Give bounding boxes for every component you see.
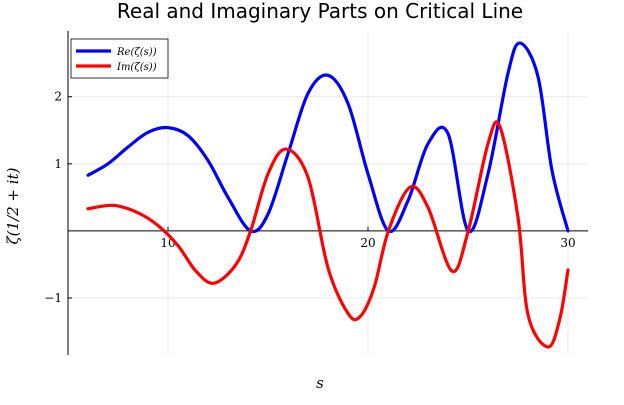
y-tick-label: 1 bbox=[54, 157, 62, 171]
legend-label: Re(ζ(s)) bbox=[116, 47, 157, 58]
y-axis-label: ζ(1/2 + it) bbox=[4, 167, 22, 244]
legend-label: Im(ζ(s)) bbox=[116, 62, 157, 73]
y-tick-label: 2 bbox=[54, 90, 62, 104]
axes: 10 20 30−112 bbox=[44, 31, 588, 355]
series-line-real bbox=[86, 41, 570, 234]
series-line-imaginary bbox=[86, 120, 570, 349]
y-tick-label: −1 bbox=[44, 291, 62, 305]
chart-title: Real and Imaginary Parts on Critical Lin… bbox=[117, 0, 523, 23]
grid bbox=[68, 31, 588, 355]
x-axis-label: s bbox=[316, 374, 324, 392]
legend: Re(ζ(s)) Im(ζ(s)) bbox=[70, 38, 169, 79]
legend-box bbox=[70, 38, 169, 79]
x-tick-label: 20 bbox=[360, 236, 375, 250]
x-tick-label: 30 bbox=[560, 236, 575, 250]
series-lines bbox=[86, 41, 570, 349]
